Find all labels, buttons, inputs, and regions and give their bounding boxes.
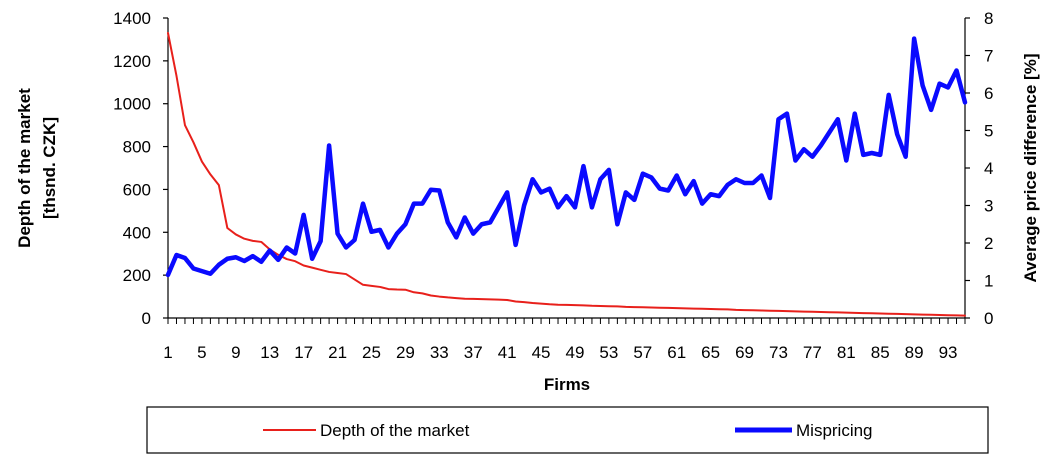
legend-label-depth: Depth of the market xyxy=(320,421,470,440)
y2-tick-label: 0 xyxy=(984,309,993,328)
x-tick-label: 25 xyxy=(362,343,381,362)
x-tick-label: 9 xyxy=(231,343,240,362)
x-tick-label: 77 xyxy=(803,343,822,362)
x-tick-label: 73 xyxy=(769,343,788,362)
y2-tick-label: 7 xyxy=(984,47,993,66)
y2-axis-title: Average price difference [%] xyxy=(1021,54,1040,283)
series-line-mispricing xyxy=(165,36,968,278)
x-tick-label: 29 xyxy=(396,343,415,362)
x-tick-label: 61 xyxy=(667,343,686,362)
x-tick-label: 5 xyxy=(197,343,206,362)
x-axis-ticks: 1 5 9 13 17 21 25 29 33 37 41 45 49 53 57 61 65 69 73 77 81 8… xyxy=(163,318,966,362)
x-tick-label: 93 xyxy=(939,343,958,362)
x-tick-label: 13 xyxy=(260,343,279,362)
y-tick-label: 1200 xyxy=(113,52,151,71)
y2-tick-label: 3 xyxy=(984,197,993,216)
x-tick-label: 81 xyxy=(837,343,856,362)
x-axis-title: Firms xyxy=(544,375,590,394)
x-tick-label: 45 xyxy=(532,343,551,362)
x-tick-label: 69 xyxy=(735,343,754,362)
y-tick-label: 1400 xyxy=(113,9,151,28)
x-tick-label: 37 xyxy=(464,343,483,362)
series-layer xyxy=(165,32,968,317)
y2-tick-label: 1 xyxy=(984,272,993,291)
y2-tick-label: 4 xyxy=(984,159,993,178)
y-tick-label: 800 xyxy=(123,138,151,157)
x-tick-label: 21 xyxy=(328,343,347,362)
x-tick-label: 1 xyxy=(163,343,172,362)
y-axis-title-line1: Depth of the market xyxy=(15,88,34,248)
y-tick-label: 0 xyxy=(142,309,151,328)
y2-tick-label: 5 xyxy=(984,122,993,141)
y-axis-title-line2: [thsnd. CZK] xyxy=(40,117,59,219)
y2-tick-label: 2 xyxy=(984,234,993,253)
y2-tick-label: 6 xyxy=(984,84,993,103)
y-tick-label: 400 xyxy=(123,223,151,242)
left-axis-ticks: 0 200 400 600 800 1000 1200 1400 xyxy=(113,9,168,328)
x-tick-label: 65 xyxy=(701,343,720,362)
x-tick-label: 57 xyxy=(633,343,652,362)
y-tick-label: 600 xyxy=(123,180,151,199)
x-tick-label: 49 xyxy=(566,343,585,362)
x-tick-label: 85 xyxy=(871,343,890,362)
right-axis-ticks: 0 1 2 3 4 5 6 7 8 xyxy=(965,9,993,328)
series-line-depth xyxy=(167,32,966,317)
x-tick-label: 17 xyxy=(294,343,313,362)
x-tick-label: 33 xyxy=(430,343,449,362)
y2-tick-label: 8 xyxy=(984,9,993,28)
legend-label-mispricing: Mispricing xyxy=(796,421,873,440)
x-tick-label: 53 xyxy=(599,343,618,362)
y-tick-label: 1000 xyxy=(113,95,151,114)
x-tick-label: 89 xyxy=(905,343,924,362)
x-tick-label: 41 xyxy=(498,343,517,362)
y-tick-label: 200 xyxy=(123,266,151,285)
